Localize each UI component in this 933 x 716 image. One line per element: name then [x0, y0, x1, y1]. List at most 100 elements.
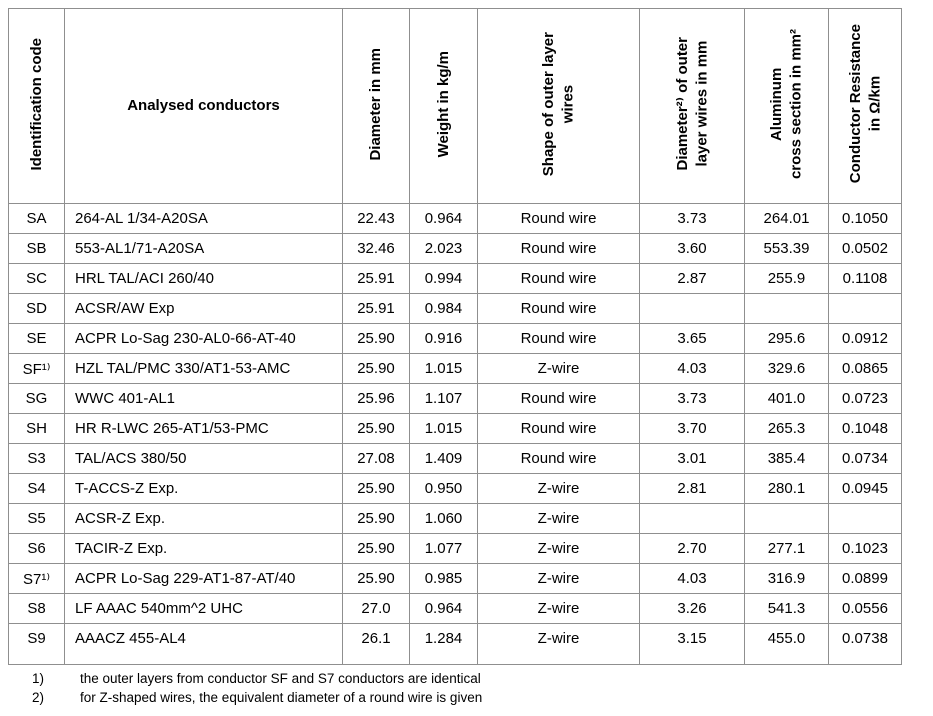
cell-id: S6: [8, 533, 65, 564]
conductor-comparison-table: Identification code Analysed conductors …: [8, 8, 902, 665]
cell-conductor: LF AAAC 540mm^2 UHC: [64, 593, 343, 624]
col-header-label: Shape of outer layer wires: [540, 31, 577, 177]
cell-conductor: HR R-LWC 265-AT1/53-PMC: [64, 413, 343, 444]
table-body: SA 264-AL 1/34-A20SA 22.43 0.964 Round wire 3…: [8, 203, 902, 665]
cell-conductor: HRL TAL/ACI 260/40: [64, 263, 343, 294]
col-header-label: Diameter²⁾ of outer layer wires in mm: [673, 37, 711, 171]
table-row: SF¹⁾ HZL TAL/PMC 330/AT1-53-AMC 25.90 1.015…: [8, 353, 902, 384]
cell-id: SC: [8, 263, 65, 294]
header-row: Identification code Analysed conductors …: [8, 8, 902, 204]
cell-wire_diameter: 3.01: [639, 443, 745, 474]
cell-resistance: 0.0865: [828, 353, 902, 384]
table-row: S8 LF AAAC 540mm^2 UHC 27.0 0.964 Z-wire 3.26…: [8, 593, 902, 624]
cell-conductor: ACSR-Z Exp.: [64, 503, 343, 534]
cell-cross_section: [744, 503, 829, 534]
cell-diameter: 25.90: [342, 533, 410, 564]
cell-cross_section: 455.0: [744, 623, 829, 665]
cell-wire_diameter: 2.81: [639, 473, 745, 504]
table-row: SE ACPR Lo-Sag 230-AL0-66-AT-40 25.90 0.916…: [8, 323, 902, 354]
cell-diameter: 25.90: [342, 353, 410, 384]
cell-cross_section: 385.4: [744, 443, 829, 474]
table-row: SC HRL TAL/ACI 260/40 25.91 0.994 Round wire…: [8, 263, 902, 294]
cell-diameter: 25.90: [342, 503, 410, 534]
cell-weight: 0.964: [409, 203, 478, 234]
cell-resistance: 0.1108: [828, 263, 902, 294]
table-row: SH HR R-LWC 265-AT1/53-PMC 25.90 1.015 Round…: [8, 413, 902, 444]
footnote-marker: 2): [32, 689, 45, 705]
footnote-text: the outer layers from conductor SF and S…: [80, 671, 481, 686]
col-header-label: Analysed conductors: [127, 97, 280, 115]
cell-cross_section: 295.6: [744, 323, 829, 354]
cell-weight: 1.015: [409, 413, 478, 444]
table-row: S5 ACSR-Z Exp. 25.90 1.060 Z-wire: [8, 503, 902, 534]
cell-id: S5: [8, 503, 65, 534]
cell-resistance: 0.0734: [828, 443, 902, 474]
cell-diameter: 25.90: [342, 563, 410, 594]
table-row: SG WWC 401-AL1 25.96 1.107 Round wire 3.73 401…: [8, 383, 902, 414]
cell-id: S4: [8, 473, 65, 504]
cell-shape: Round wire: [477, 263, 640, 294]
cell-weight: 1.015: [409, 353, 478, 384]
cell-conductor: ACPR Lo-Sag 229-AT1-87-AT/40: [64, 563, 343, 594]
cell-weight: 0.950: [409, 473, 478, 504]
cell-id: SH: [8, 413, 65, 444]
cell-wire_diameter: 3.73: [639, 203, 745, 234]
cell-shape: Round wire: [477, 443, 640, 474]
cell-wire_diameter: 3.15: [639, 623, 745, 665]
cell-id: SE: [8, 323, 65, 354]
col-header-label: Diameter in mm: [367, 47, 385, 161]
cell-weight: 2.023: [409, 233, 478, 264]
cell-id: S7¹⁾: [8, 563, 65, 594]
table-row: S6 TACIR-Z Exp. 25.90 1.077 Z-wire 2.70 277.1 0…: [8, 533, 902, 564]
cell-weight: 1.409: [409, 443, 478, 474]
cell-cross_section: 553.39: [744, 233, 829, 264]
cell-weight: 0.985: [409, 563, 478, 594]
cell-cross_section: 255.9: [744, 263, 829, 294]
cell-cross_section: [744, 293, 829, 324]
cell-shape: Z-wire: [477, 563, 640, 594]
cell-diameter: 27.08: [342, 443, 410, 474]
cell-id: SB: [8, 233, 65, 264]
cell-diameter: 26.1: [342, 623, 410, 665]
cell-diameter: 25.90: [342, 323, 410, 354]
cell-id: SF¹⁾: [8, 353, 65, 384]
cell-weight: 0.916: [409, 323, 478, 354]
cell-cross_section: 264.01: [744, 203, 829, 234]
cell-shape: Round wire: [477, 413, 640, 444]
cell-id: SD: [8, 293, 65, 324]
col-header-label: Weight in kg/m: [434, 50, 452, 158]
cell-wire_diameter: 2.87: [639, 263, 745, 294]
col-header-outer-wire-diameter: Diameter²⁾ of outer layer wires in mm: [639, 8, 745, 204]
cell-cross_section: 277.1: [744, 533, 829, 564]
cell-id: SA: [8, 203, 65, 234]
cell-resistance: 0.0945: [828, 473, 902, 504]
table-row: S3 TAL/ACS 380/50 27.08 1.409 Round wire 3.01…: [8, 443, 902, 474]
cell-resistance: [828, 503, 902, 534]
cell-conductor: 553-AL1/71-A20SA: [64, 233, 343, 264]
cell-diameter: 27.0: [342, 593, 410, 624]
cell-wire_diameter: 3.26: [639, 593, 745, 624]
cell-weight: 0.994: [409, 263, 478, 294]
cell-diameter: 32.46: [342, 233, 410, 264]
cell-conductor: HZL TAL/PMC 330/AT1-53-AMC: [64, 353, 343, 384]
cell-resistance: 0.0723: [828, 383, 902, 414]
col-header-identification-code: Identification code: [8, 8, 65, 204]
footnote-text: for Z-shaped wires, the equivalent diame…: [80, 689, 483, 705]
col-header-aluminum-cross-section: Aluminum cross section in mm²: [744, 8, 829, 204]
cell-resistance: 0.0738: [828, 623, 902, 665]
cell-shape: Round wire: [477, 233, 640, 264]
cell-wire_diameter: [639, 503, 745, 534]
footnote-marker: 1): [32, 671, 45, 686]
cell-diameter: 22.43: [342, 203, 410, 234]
cell-shape: Round wire: [477, 383, 640, 414]
cell-id: S3: [8, 443, 65, 474]
cell-conductor: TACIR-Z Exp.: [64, 533, 343, 564]
cell-shape: Z-wire: [477, 353, 640, 384]
footnote-1: 1) the outer layers from conductor SF an…: [8, 670, 933, 688]
cell-cross_section: 541.3: [744, 593, 829, 624]
cell-resistance: 0.0556: [828, 593, 902, 624]
cell-conductor: 264-AL 1/34-A20SA: [64, 203, 343, 234]
col-header-label: Identification code: [27, 37, 45, 171]
cell-wire_diameter: 4.03: [639, 563, 745, 594]
